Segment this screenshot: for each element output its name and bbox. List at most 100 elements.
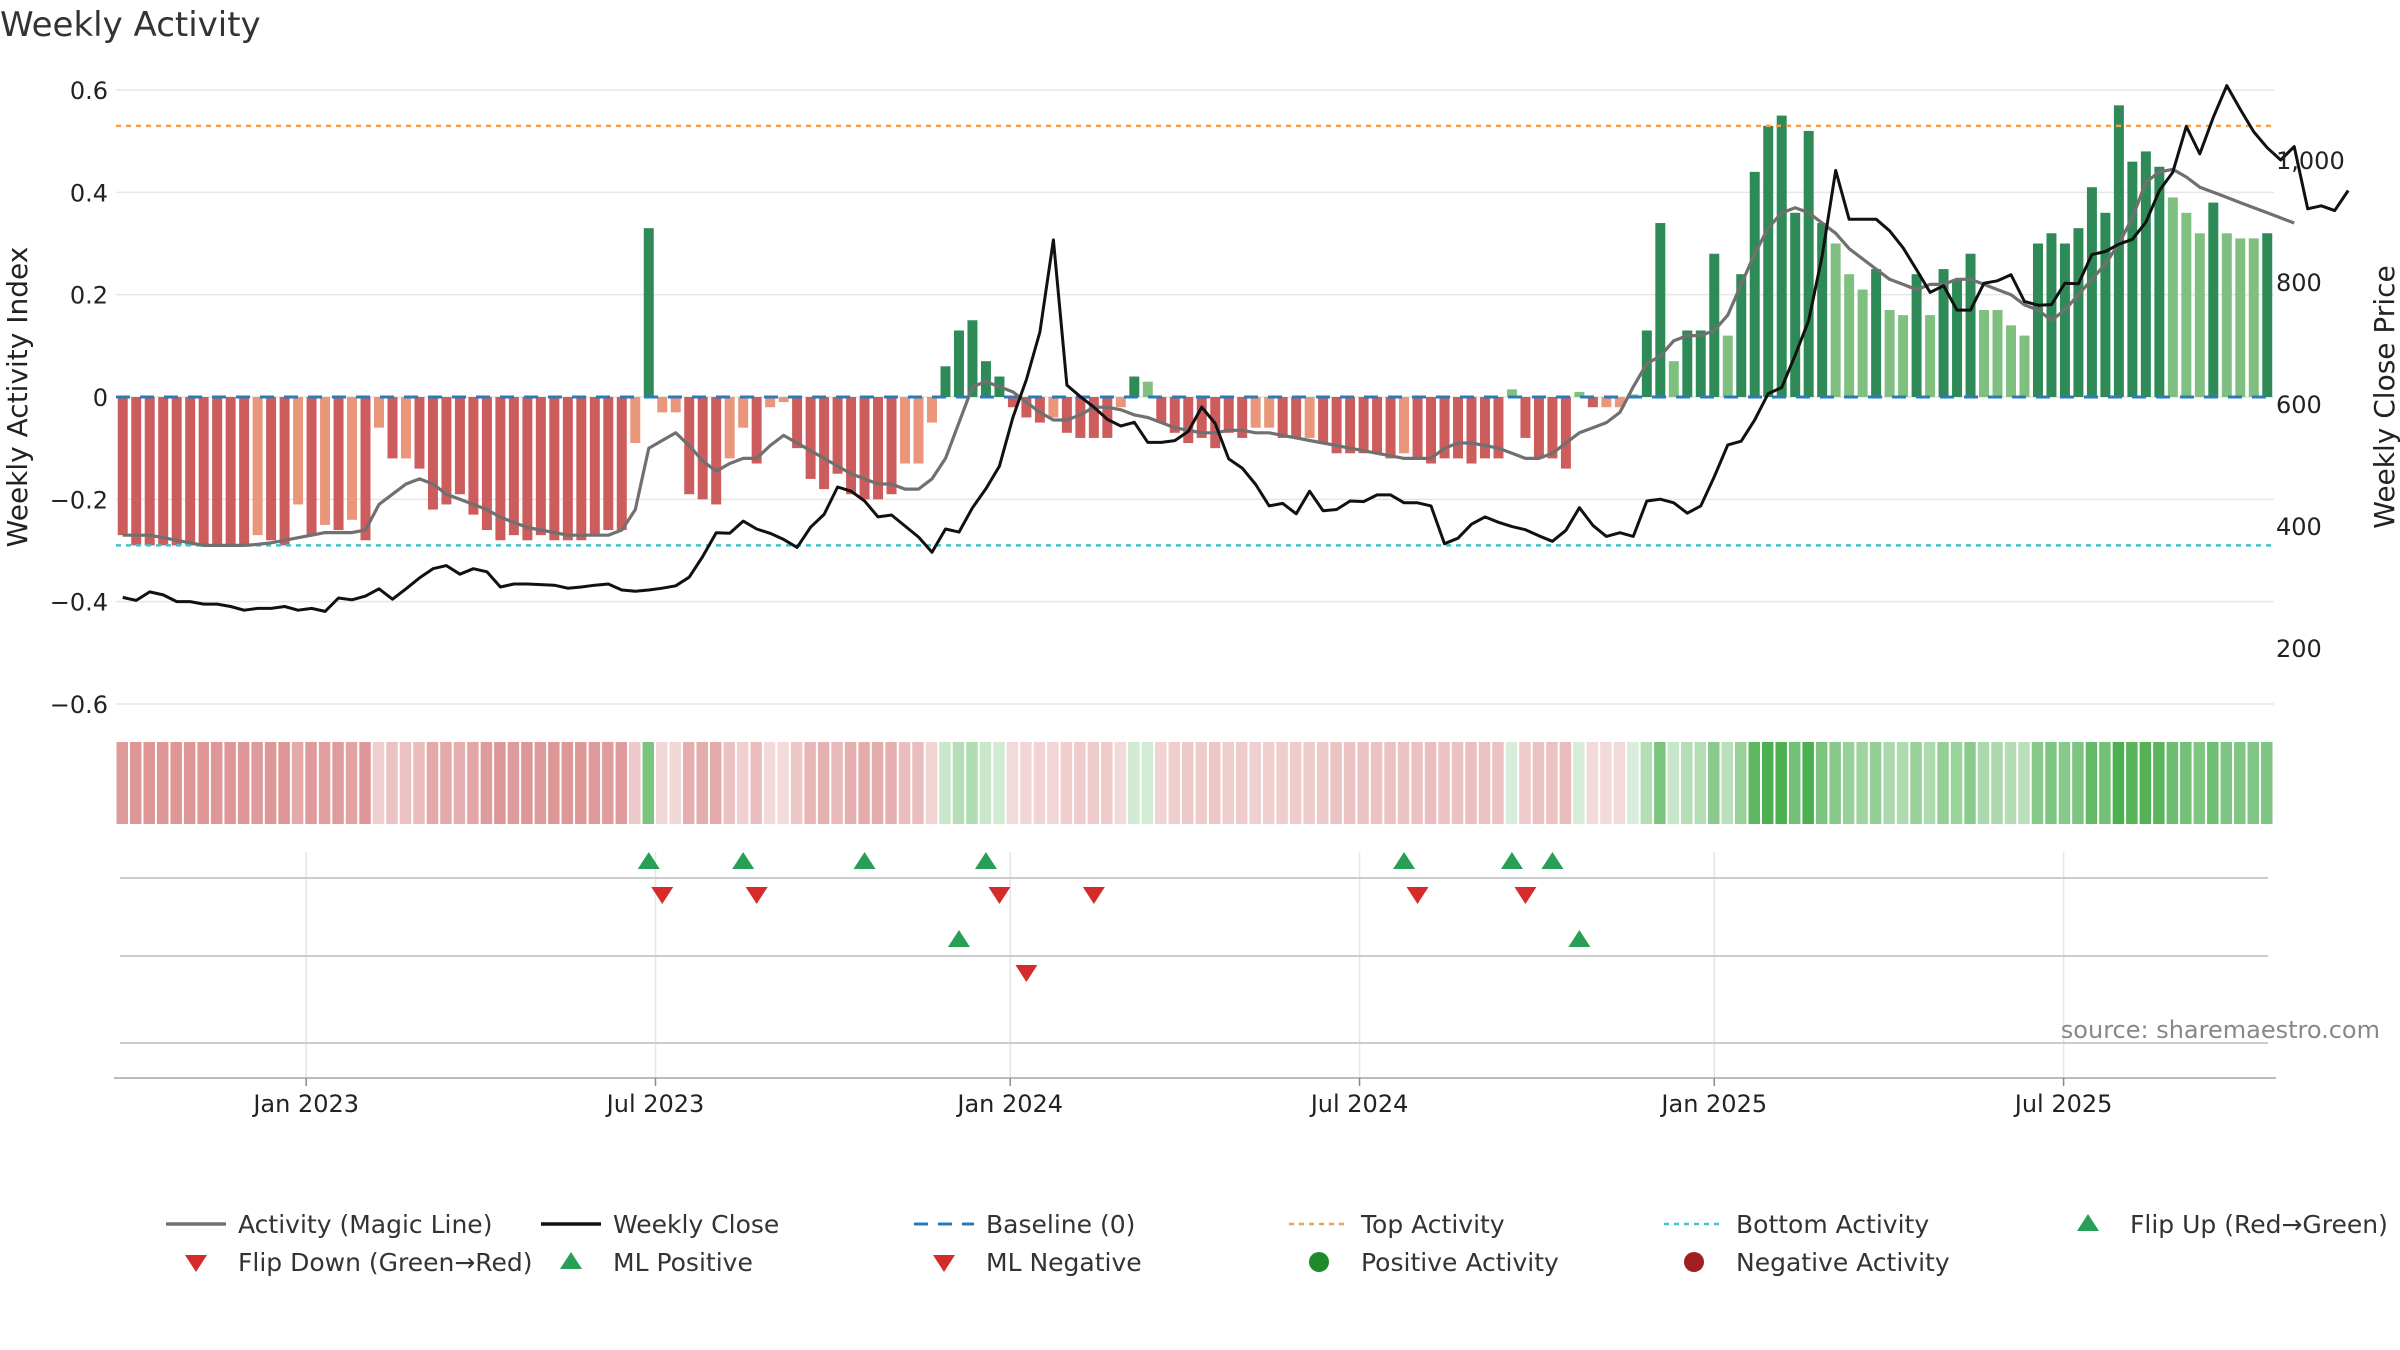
strip-cell xyxy=(2139,742,2152,824)
ml-negative-marker xyxy=(1015,965,1038,982)
activity-bar xyxy=(1965,253,1976,397)
strip-cell xyxy=(2112,742,2125,824)
activity-bar xyxy=(1695,330,1706,397)
activity-bar xyxy=(1034,397,1045,423)
activity-bar xyxy=(1790,212,1801,397)
activity-bar xyxy=(2140,151,2151,397)
strip-cell xyxy=(1681,742,1693,824)
strip-cell xyxy=(1573,742,1585,824)
strip-cell xyxy=(2207,742,2219,824)
activity-bar xyxy=(1952,279,1963,397)
strip-cell xyxy=(1546,742,1558,824)
strip-cell xyxy=(844,742,857,824)
strip-cell xyxy=(615,742,628,824)
activity-bar xyxy=(1749,171,1760,397)
strip-cell xyxy=(858,742,870,824)
activity-bar xyxy=(535,397,546,536)
right-axis-ticks: 1,000 800 600 400 200 xyxy=(2276,147,2345,663)
legend-swatch xyxy=(185,1255,207,1272)
activity-bar xyxy=(306,397,317,536)
left-tick-label: −0.6 xyxy=(50,691,108,719)
activity-bar xyxy=(1844,274,1855,397)
strip-cell xyxy=(1276,742,1288,824)
strip-cell xyxy=(2085,742,2098,824)
activity-bar xyxy=(2113,105,2124,397)
strip-cell xyxy=(210,742,223,824)
strip-cell xyxy=(871,742,884,824)
strip-cell xyxy=(831,742,843,824)
legend-label: ML Negative xyxy=(986,1248,1142,1277)
activity-bar xyxy=(616,397,627,531)
legend-item: Baseline (0) xyxy=(914,1210,1135,1239)
left-tick-label: −0.2 xyxy=(50,486,108,514)
x-tick-label: Jul 2023 xyxy=(605,1090,705,1118)
strip-cell xyxy=(386,742,398,824)
activity-bar xyxy=(347,397,358,520)
activity-bar xyxy=(792,397,803,449)
activity-bar xyxy=(1587,397,1598,408)
activity-bar xyxy=(1183,397,1194,444)
strip-cell xyxy=(1006,742,1019,824)
strip-cell xyxy=(1532,742,1545,824)
strip-cell xyxy=(332,742,344,824)
left-tick-label: −0.4 xyxy=(50,589,108,617)
activity-bar xyxy=(927,397,937,423)
strip-cell xyxy=(1842,742,1855,824)
activity-bar xyxy=(239,397,250,546)
strip-cell xyxy=(318,742,331,824)
activity-bar xyxy=(1493,397,1504,459)
strip-cell xyxy=(345,742,358,824)
activity-bar xyxy=(643,228,654,397)
strip-cell xyxy=(2153,742,2165,824)
activity-bar xyxy=(441,397,452,505)
activity-bar xyxy=(657,397,668,413)
weekly-close-line xyxy=(122,84,2350,613)
activity-bar xyxy=(333,397,344,531)
activity-bar xyxy=(1736,274,1747,397)
activity-bar xyxy=(1560,397,1571,469)
strip-cell xyxy=(1249,742,1261,824)
legend-swatch xyxy=(2077,1214,2099,1231)
strip-cell xyxy=(1505,742,1518,824)
strip-cell xyxy=(467,742,479,824)
strip-cell xyxy=(1087,742,1100,824)
strip-cell xyxy=(1478,742,1491,824)
activity-bar xyxy=(131,397,142,546)
activity-bar xyxy=(1938,269,1949,397)
strip-cell xyxy=(1519,742,1531,824)
strip-cell xyxy=(1235,742,1248,824)
activity-bar xyxy=(953,330,964,397)
flip-marker-panel xyxy=(120,852,2268,1078)
strip-cell xyxy=(1640,742,1653,824)
strip-cell xyxy=(1168,742,1181,824)
strip-cell xyxy=(2058,742,2071,824)
legend-item: Activity (Magic Line) xyxy=(166,1210,492,1239)
strip-cell xyxy=(2031,742,2044,824)
activity-bar xyxy=(1655,223,1666,397)
strip-cell xyxy=(156,742,169,824)
activity-bar xyxy=(819,397,830,490)
legend-label: Activity (Magic Line) xyxy=(238,1210,492,1239)
activity-bar xyxy=(1304,397,1315,438)
legend-label: ML Positive xyxy=(613,1248,753,1277)
flip-up-marker xyxy=(974,852,997,869)
activity-bar xyxy=(1871,269,1882,397)
activity-bar xyxy=(117,397,128,536)
magic-line xyxy=(122,167,2295,548)
strip-cell xyxy=(1492,742,1504,824)
activity-bar xyxy=(1884,310,1895,397)
activity-bar xyxy=(293,397,304,505)
activity-bar xyxy=(1075,397,1086,438)
strip-cell xyxy=(453,742,466,824)
activity-bar xyxy=(1439,397,1450,459)
activity-bar xyxy=(1385,397,1396,459)
activity-bar xyxy=(1911,274,1922,397)
activity-bar xyxy=(1574,391,1585,397)
activity-bar xyxy=(697,397,708,500)
strip-cell xyxy=(629,742,641,824)
strip-cell xyxy=(966,742,978,824)
strip-cell xyxy=(898,742,911,824)
strip-cell xyxy=(224,742,236,824)
activity-bar xyxy=(1817,223,1828,397)
activity-bar xyxy=(468,397,479,515)
